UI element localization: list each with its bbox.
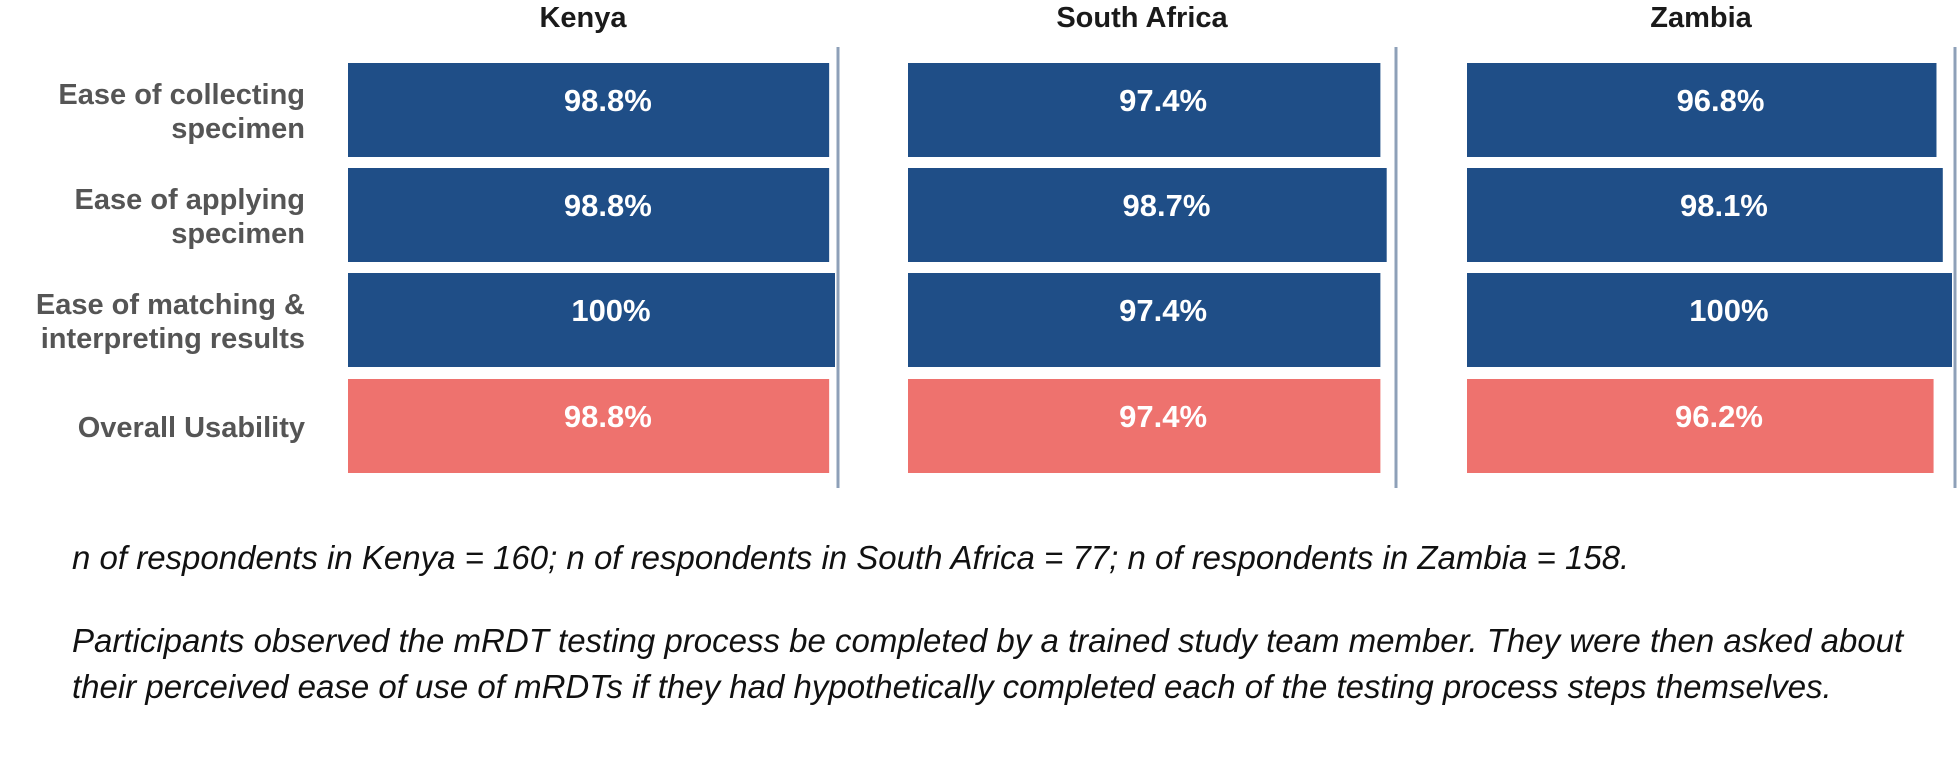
row-label: interpreting results — [41, 323, 305, 355]
bar-value-label: 100% — [1689, 293, 1768, 328]
method-footnote: Participants observed the mRDT testing p… — [72, 622, 1904, 705]
bar-value-label: 96.2% — [1675, 399, 1763, 434]
row-label: Ease of collecting — [58, 79, 305, 111]
panel-title: Zambia — [1650, 2, 1752, 34]
bar-value-label: 98.8% — [564, 188, 652, 223]
row-label: Ease of applying — [75, 184, 305, 216]
panel-title: Kenya — [539, 2, 627, 34]
respondents-footnote: n of respondents in Kenya = 160; n of re… — [72, 539, 1630, 576]
bar-value-label: 97.4% — [1119, 293, 1207, 328]
bar — [908, 168, 1387, 262]
bar — [1467, 379, 1934, 473]
row-label: Ease of matching & — [36, 289, 305, 321]
bar-value-label: 100% — [571, 293, 650, 328]
row-label: specimen — [171, 113, 305, 145]
bar — [908, 273, 1381, 367]
bar — [908, 63, 1381, 157]
panel-title: South Africa — [1056, 2, 1228, 34]
bar — [1467, 63, 1937, 157]
bar — [1467, 273, 1952, 367]
bar-value-label: 98.7% — [1123, 188, 1211, 223]
bar-value-label: 96.8% — [1677, 83, 1765, 118]
bar — [348, 63, 830, 157]
row-label: Overall Usability — [78, 412, 305, 444]
bar — [1467, 168, 1943, 262]
bar — [348, 273, 835, 367]
bar-value-label: 97.4% — [1119, 399, 1207, 434]
bar-value-label: 97.4% — [1119, 83, 1207, 118]
bar — [348, 168, 830, 262]
row-label: specimen — [171, 218, 305, 250]
bar — [348, 379, 830, 473]
bar — [908, 379, 1381, 473]
bar-value-label: 98.8% — [564, 83, 652, 118]
bar-value-label: 98.8% — [564, 399, 652, 434]
bar-value-label: 98.1% — [1680, 188, 1768, 223]
